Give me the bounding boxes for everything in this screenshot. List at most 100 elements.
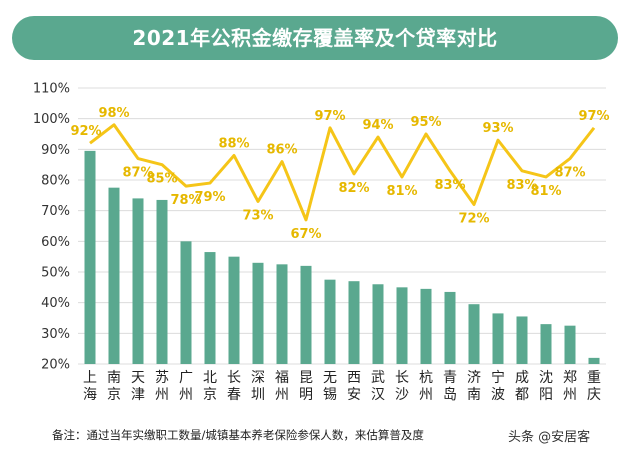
y-tick-label: 60% (41, 235, 70, 250)
x-tick-label: 津 (131, 387, 145, 403)
x-tick-label: 上 (83, 370, 97, 386)
x-tick-label: 武 (371, 370, 385, 386)
x-tick-label: 济 (467, 370, 481, 386)
line-data-label: 95% (410, 115, 441, 130)
line-series (89, 123, 596, 222)
x-tick-label: 南 (107, 370, 121, 386)
x-tick-label: 州 (179, 387, 193, 403)
bar (108, 187, 120, 364)
bar (540, 324, 552, 364)
bar (180, 241, 192, 364)
bar (156, 199, 168, 364)
x-tick-label: 杭 (419, 370, 433, 386)
x-tick-label: 昆 (299, 370, 313, 386)
x-tick-label: 天 (131, 370, 145, 386)
x-tick-label: 州 (563, 387, 577, 403)
bar (516, 316, 528, 364)
bar (564, 325, 576, 364)
bar (204, 252, 216, 364)
y-tick-label: 80% (41, 174, 70, 189)
y-tick-label: 70% (41, 204, 70, 219)
x-tick-label: 岛 (443, 387, 457, 403)
x-tick-label: 州 (155, 387, 169, 403)
x-tick-label: 成 (515, 370, 529, 386)
x-tick-label: 西 (347, 370, 361, 386)
line-data-label: 87% (122, 166, 153, 181)
bar (396, 287, 408, 364)
x-tick-label: 宁 (491, 369, 505, 386)
x-tick-label: 福 (275, 370, 289, 386)
x-tick-label: 沙 (395, 387, 409, 403)
title-banner: 2021年公积金缴存覆盖率及个贷率对比 (12, 16, 618, 60)
y-tick-label: 100% (33, 112, 70, 127)
line-data-label: 79% (194, 190, 225, 205)
line-data-label: 97% (314, 109, 345, 124)
x-tick-label: 广 (179, 370, 193, 386)
line-data-label: 81% (530, 184, 561, 199)
line-data-label: 83% (506, 178, 537, 193)
bar (228, 256, 240, 364)
x-tick-label: 锡 (323, 387, 337, 403)
line-data-label: 73% (242, 208, 273, 223)
x-tick-label: 苏 (155, 370, 169, 386)
line-data-label: 78% (170, 193, 201, 208)
bar (348, 281, 360, 364)
bar (492, 313, 504, 364)
line-data-label: 98% (98, 106, 129, 121)
x-tick-label: 京 (203, 387, 217, 403)
x-tick-label: 州 (275, 387, 289, 403)
bar (468, 304, 480, 364)
y-tick-label: 50% (41, 266, 70, 281)
line-data-label: 83% (434, 178, 465, 193)
x-tick-label: 长 (395, 370, 409, 386)
x-tick-label: 波 (491, 387, 505, 403)
bar (84, 150, 96, 364)
bar (276, 264, 288, 364)
x-tick-label: 北 (203, 370, 217, 386)
line-data-label: 87% (554, 166, 585, 181)
line-data-label: 81% (386, 184, 417, 199)
footnote: 备注：通过当年实缴职工数量/城镇基本养老保险参保人数，来估算普及度 (52, 428, 424, 442)
line-data-label: 72% (458, 212, 489, 227)
x-tick-label: 春 (227, 387, 241, 403)
bar (420, 288, 432, 364)
x-tick-label: 汉 (371, 387, 385, 403)
y-tick-label: 30% (41, 327, 70, 342)
y-tick-label: 20% (41, 358, 70, 373)
x-tick-label: 都 (515, 387, 529, 403)
x-tick-label: 明 (299, 387, 313, 403)
x-tick-label: 海 (83, 387, 97, 403)
line-data-label: 97% (578, 109, 609, 124)
x-tick-label: 长 (227, 370, 241, 386)
line-data-label: 85% (146, 172, 177, 187)
x-tick-label: 青 (443, 370, 457, 386)
x-tick-label: 重 (587, 370, 601, 386)
watermark: 头条 @安居客 (508, 430, 591, 445)
bar (300, 265, 312, 364)
x-tick-label: 安 (347, 387, 361, 403)
bar (132, 198, 144, 364)
line-data-label: 86% (266, 143, 297, 158)
line-data-label: 67% (290, 227, 321, 242)
x-tick-label: 郑 (563, 370, 577, 386)
bar (324, 279, 336, 364)
bar (444, 291, 456, 364)
line-data-label: 88% (218, 136, 249, 151)
line-data-label: 93% (482, 121, 513, 136)
y-tick-label: 40% (41, 296, 70, 311)
x-tick-label: 阳 (539, 387, 553, 403)
x-tick-label: 沈 (539, 370, 553, 386)
y-tick-label: 110% (33, 82, 70, 97)
line-data-label: 92% (70, 124, 101, 139)
line-data-label: 82% (338, 181, 369, 196)
x-tick-label: 庆 (587, 387, 601, 403)
bar (252, 262, 264, 364)
x-tick-label: 圳 (251, 387, 265, 403)
x-tick-label: 深 (251, 370, 265, 386)
line-data-label: 94% (362, 118, 393, 133)
x-tick-label: 京 (107, 387, 121, 403)
x-tick-label: 无 (323, 370, 337, 386)
bar (588, 357, 600, 364)
y-tick-label: 90% (41, 143, 70, 158)
